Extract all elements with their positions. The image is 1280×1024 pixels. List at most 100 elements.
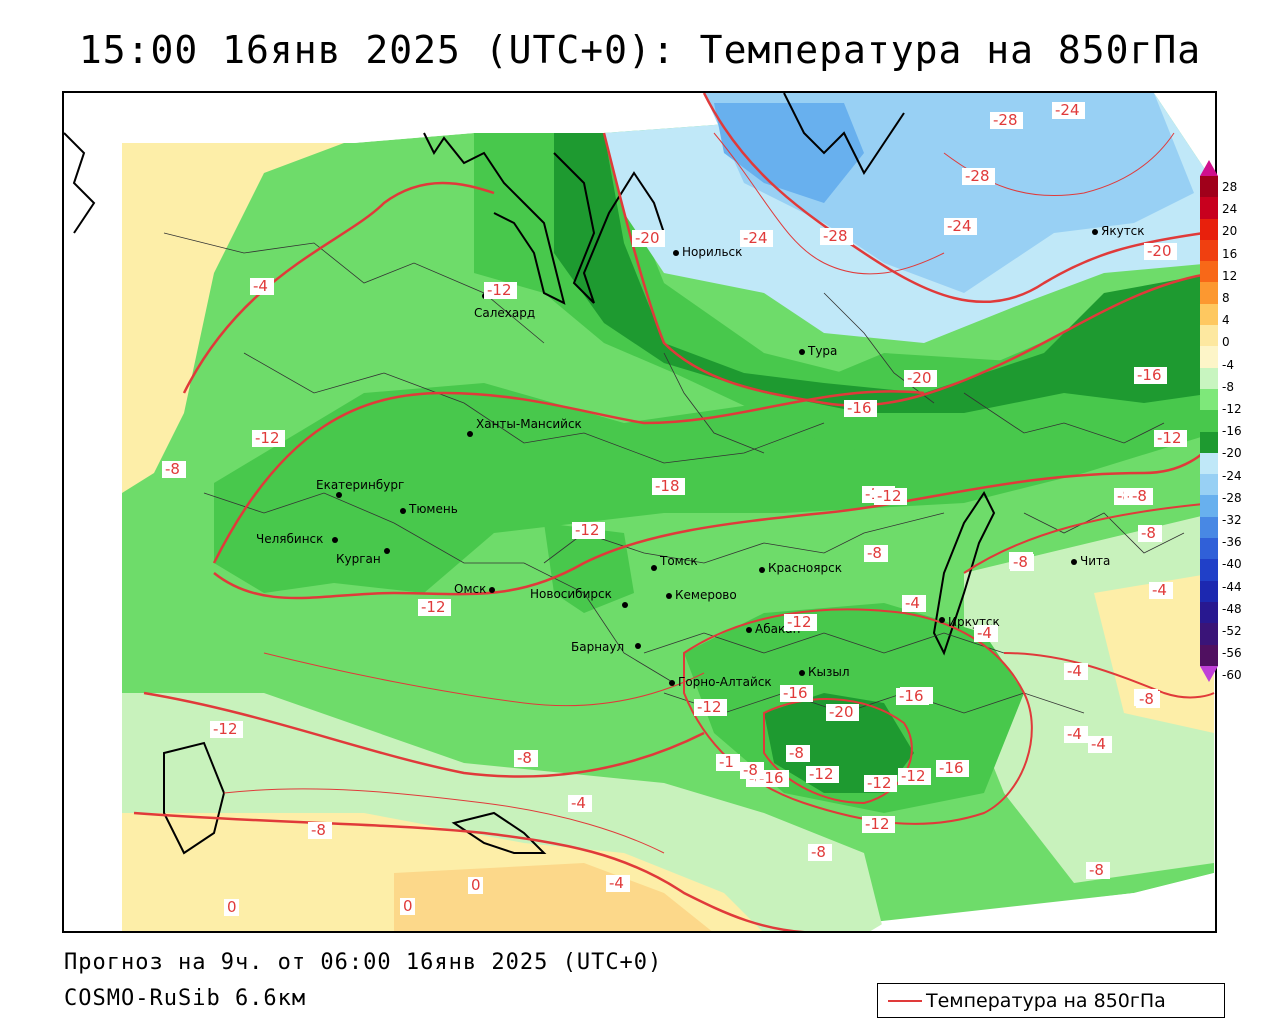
scale-tick-label: 0 [1222, 335, 1230, 350]
contour-value-label: -16 [780, 684, 813, 702]
svg-text:-16: -16 [1137, 366, 1162, 384]
city-yakutsk[interactable]: Якутск [1092, 224, 1145, 238]
contour-value-label: -12 [694, 698, 727, 716]
city-label: Новосибирск [530, 587, 612, 601]
contour-value-label: -8 [308, 821, 332, 839]
city-tura[interactable]: Тура [799, 344, 837, 358]
city-chelyabinsk[interactable]: Челябинск [256, 532, 338, 546]
svg-text:-8: -8 [165, 460, 180, 478]
svg-text:-8: -8 [1132, 487, 1147, 505]
contour-value-label: 0 [468, 876, 483, 894]
scale-tick-label: -60 [1222, 668, 1242, 683]
city-yekaterinburg[interactable]: Екатеринбург [316, 478, 404, 498]
scale-tick-label: -16 [1222, 424, 1242, 439]
contour-value-label: -4 [1088, 735, 1112, 753]
scale-segment [1200, 516, 1218, 539]
svg-text:-12: -12 [487, 281, 512, 299]
city-label: Кызыл [808, 665, 850, 679]
contour-value-label: 0 [224, 898, 239, 916]
svg-text:-8: -8 [1013, 553, 1028, 571]
scale-segment [1200, 644, 1218, 666]
color-scale: 28 24 20 16 12 8 4 0 -4 -8 -12 -16 -20 -24 -28 -32 -36 -4… [1200, 160, 1242, 682]
city-krasnoyarsk[interactable]: Красноярск [759, 561, 842, 575]
contour-value-label: -16 [936, 759, 969, 777]
svg-text:-12: -12 [697, 698, 722, 716]
contour-value-label: -20 [1144, 242, 1177, 260]
scale-tick-label: -52 [1222, 624, 1242, 638]
city-label: Челябинск [256, 532, 323, 546]
temperature-contours [133, 93, 1215, 931]
city-label: Чита [1080, 554, 1110, 568]
svg-text:-16: -16 [847, 399, 872, 417]
contour-labels: -28 -24 -28 -24 -20 -28 -24 -20 -18 -12 -4 -16 -20 -1… [162, 101, 1187, 916]
scale-segment [1200, 197, 1218, 219]
scale-segment [1200, 601, 1218, 624]
contour-value-label: -16 [756, 769, 789, 787]
city-label: Якутск [1101, 224, 1145, 238]
city-norilsk[interactable]: Норильск [673, 245, 742, 259]
scale-tick-label: -8 [1222, 379, 1234, 394]
svg-text:-16: -16 [939, 759, 964, 777]
svg-text:-4: -4 [977, 624, 992, 642]
scale-segment [1200, 474, 1218, 496]
scale-segment [1200, 431, 1218, 453]
svg-text:-12: -12 [865, 815, 890, 833]
city-kemerovo[interactable]: Кемерово [666, 588, 737, 602]
contour-value-label: -28 [820, 227, 853, 245]
svg-text:-4: -4 [1091, 735, 1106, 753]
contour-value-label: -16 [1134, 366, 1167, 384]
contour-value-label: -28 [962, 167, 995, 185]
contour-value-label: -24 [944, 217, 977, 235]
scale-segment [1200, 282, 1218, 304]
contour-value-label: -20 [632, 229, 665, 247]
svg-text:-20: -20 [907, 369, 932, 387]
legend-label: Температура на 850гПа [926, 990, 1166, 1012]
contour-value-label: -12 [1154, 429, 1187, 447]
city-kyzyl[interactable]: Кызыл [799, 665, 850, 679]
city-kurgan[interactable]: Курган [336, 548, 390, 566]
scale-tick-label: 28 [1222, 180, 1238, 194]
scale-segment [1200, 261, 1218, 283]
svg-text:-12: -12 [213, 720, 238, 738]
scale-segment [1200, 452, 1218, 475]
city-khanty-mansiysk[interactable]: Ханты-Мансийск [467, 417, 582, 437]
map-area[interactable]: Салехард Норильск Тура Якутск Ханты-Манс… [62, 91, 1217, 933]
city-label: Томск [659, 554, 698, 568]
city-label: Омск [454, 582, 486, 596]
svg-text:-4: -4 [1067, 662, 1082, 680]
svg-text:-20: -20 [829, 703, 854, 721]
svg-text:0: 0 [471, 876, 481, 894]
temperature-fill [122, 93, 1214, 931]
city-gorno-altaysk[interactable]: Горно-Алтайск [669, 675, 772, 689]
contour-value-label: -16 [844, 399, 877, 417]
city-label: Горно-Алтайск [678, 675, 772, 689]
city-chita[interactable]: Чита [1071, 554, 1110, 568]
city-omsk[interactable]: Омск [454, 582, 495, 596]
city-tyumen[interactable]: Тюмень [400, 502, 458, 516]
scale-tick-label: -12 [1222, 402, 1242, 416]
contour-value-label: -4 [1064, 725, 1088, 743]
city-tomsk[interactable]: Томск [651, 554, 698, 571]
svg-text:-4: -4 [253, 277, 268, 295]
svg-text:-8: -8 [517, 749, 532, 767]
scale-top-arrow [1200, 160, 1218, 176]
scale-tick-label: -48 [1222, 601, 1242, 616]
forecast-info: Прогноз на 9ч. от 06:00 16янв 2025 (UTC+… [64, 950, 663, 975]
scale-segment [1200, 538, 1218, 560]
scale-tick-label: 24 [1222, 202, 1238, 217]
contour-value-label: -12 [806, 765, 839, 783]
scale-tick-label: -28 [1222, 490, 1242, 505]
city-barnaul[interactable]: Барнаул [571, 640, 641, 654]
scale-tick-label: 16 [1222, 246, 1238, 261]
scale-tick-label: -32 [1222, 513, 1242, 527]
city-label: Барнаул [571, 640, 624, 654]
contour-value-label: -12 [864, 774, 897, 792]
city-novosibirsk[interactable]: Новосибирск [530, 587, 628, 608]
scale-tick-label: -36 [1222, 535, 1242, 550]
scale-segment [1200, 303, 1218, 326]
legend-line-swatch [888, 1000, 922, 1002]
scale-segment [1200, 367, 1218, 389]
svg-text:-8: -8 [1141, 524, 1156, 542]
svg-text:-8: -8 [811, 843, 826, 861]
contour-value-label: -8 [1086, 861, 1110, 879]
